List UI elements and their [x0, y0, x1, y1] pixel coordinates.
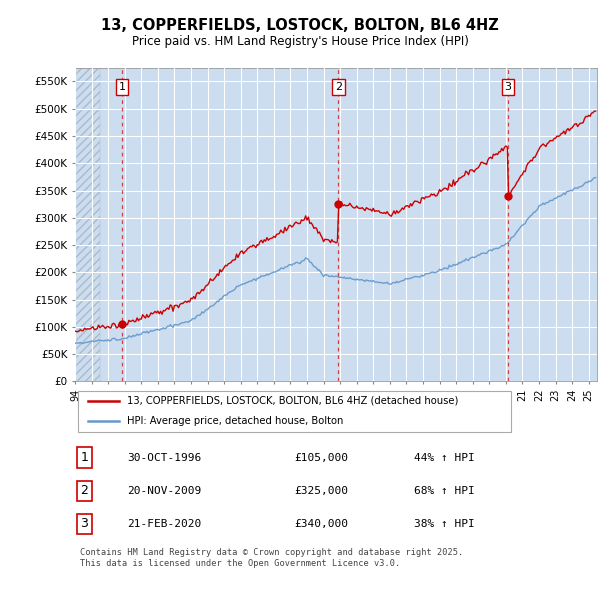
Text: 13, COPPERFIELDS, LOSTOCK, BOLTON, BL6 4HZ: 13, COPPERFIELDS, LOSTOCK, BOLTON, BL6 4…: [101, 18, 499, 33]
Text: Price paid vs. HM Land Registry's House Price Index (HPI): Price paid vs. HM Land Registry's House …: [131, 35, 469, 48]
Text: 30-OCT-1996: 30-OCT-1996: [127, 453, 202, 463]
Bar: [75, 68, 100, 381]
Text: 38% ↑ HPI: 38% ↑ HPI: [415, 519, 475, 529]
Text: 1: 1: [118, 82, 125, 92]
Text: £340,000: £340,000: [294, 519, 348, 529]
Text: HPI: Average price, detached house, Bolton: HPI: Average price, detached house, Bolt…: [127, 417, 344, 427]
Text: 1: 1: [80, 451, 88, 464]
Text: £105,000: £105,000: [294, 453, 348, 463]
Text: 2: 2: [80, 484, 88, 497]
FancyBboxPatch shape: [77, 391, 511, 432]
Text: 3: 3: [80, 517, 88, 530]
Text: 20-NOV-2009: 20-NOV-2009: [127, 486, 202, 496]
Text: 13, COPPERFIELDS, LOSTOCK, BOLTON, BL6 4HZ (detached house): 13, COPPERFIELDS, LOSTOCK, BOLTON, BL6 4…: [127, 396, 458, 406]
Text: 68% ↑ HPI: 68% ↑ HPI: [415, 486, 475, 496]
Text: 2: 2: [335, 82, 342, 92]
Text: 44% ↑ HPI: 44% ↑ HPI: [415, 453, 475, 463]
Text: Contains HM Land Registry data © Crown copyright and database right 2025.
This d: Contains HM Land Registry data © Crown c…: [80, 549, 463, 568]
Text: 21-FEB-2020: 21-FEB-2020: [127, 519, 202, 529]
Text: £325,000: £325,000: [294, 486, 348, 496]
Text: 3: 3: [505, 82, 512, 92]
